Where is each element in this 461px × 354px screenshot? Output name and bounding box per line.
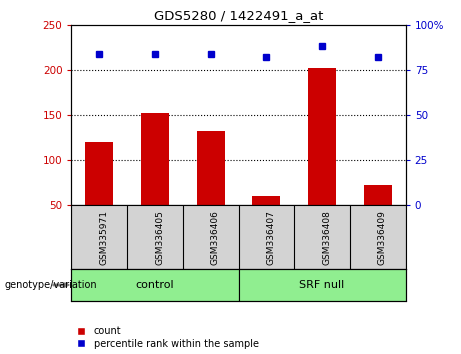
Bar: [85, 142, 113, 205]
Text: genotype/variation: genotype/variation: [5, 280, 97, 290]
Text: GSM336409: GSM336409: [378, 210, 387, 265]
Bar: [238, 269, 406, 301]
Bar: [71, 269, 239, 301]
Bar: [197, 131, 225, 205]
Text: GSM335971: GSM335971: [99, 210, 108, 266]
Title: GDS5280 / 1422491_a_at: GDS5280 / 1422491_a_at: [154, 9, 323, 22]
Text: GSM336405: GSM336405: [155, 210, 164, 265]
Text: control: control: [136, 280, 174, 290]
Bar: [308, 68, 336, 205]
Bar: [364, 185, 392, 205]
Bar: [253, 196, 280, 205]
Text: GSM336407: GSM336407: [266, 210, 275, 265]
Bar: [141, 113, 169, 205]
Text: GSM336406: GSM336406: [211, 210, 220, 265]
Text: SRF null: SRF null: [300, 280, 345, 290]
Text: GSM336408: GSM336408: [322, 210, 331, 265]
Legend: count, percentile rank within the sample: count, percentile rank within the sample: [77, 326, 259, 349]
